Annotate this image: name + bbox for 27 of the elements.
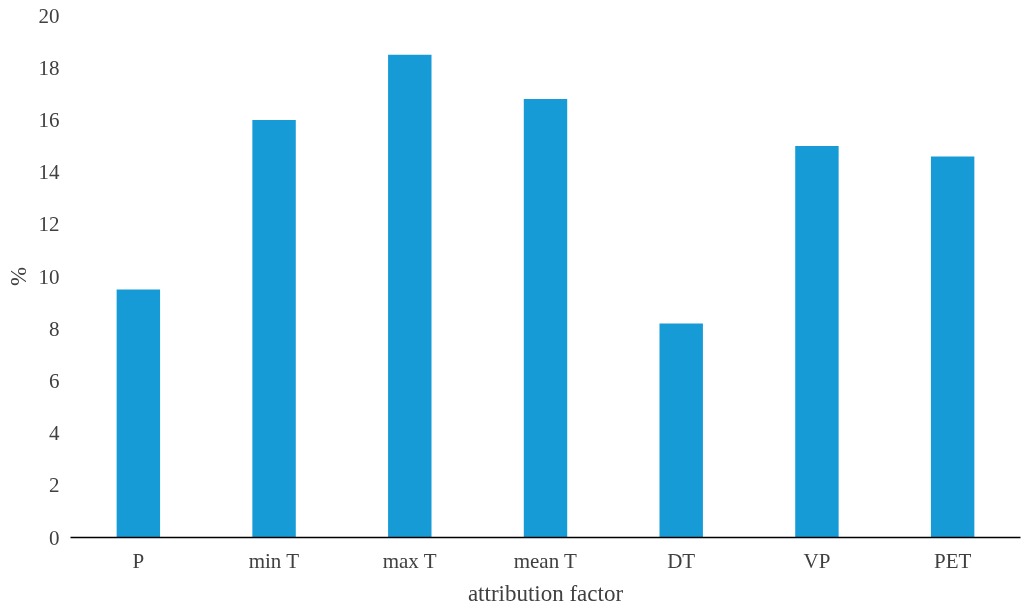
bar bbox=[659, 323, 703, 538]
y-tick-label: 18 bbox=[38, 55, 60, 80]
y-tick-label: 8 bbox=[49, 316, 60, 341]
y-tick-label: 6 bbox=[49, 368, 60, 393]
x-tick-label: mean T bbox=[513, 548, 578, 573]
bar bbox=[388, 54, 432, 538]
y-tick-label: 16 bbox=[38, 107, 60, 132]
y-tick-label: 10 bbox=[38, 264, 60, 289]
bar bbox=[523, 99, 568, 538]
y-tick-label: 12 bbox=[38, 212, 60, 237]
bar bbox=[930, 156, 975, 538]
x-tick-label: PET bbox=[933, 548, 972, 573]
y-tick-label: 0 bbox=[49, 525, 60, 550]
x-tick-label: max T bbox=[382, 548, 437, 573]
bar bbox=[116, 289, 161, 538]
y-tick-label: 14 bbox=[38, 160, 60, 185]
y-axis-title: % bbox=[5, 266, 31, 287]
bar bbox=[252, 119, 296, 538]
x-tick-label: DT bbox=[667, 548, 696, 573]
y-tick-label: 4 bbox=[49, 421, 60, 446]
bar bbox=[795, 146, 839, 538]
x-tick-label: P bbox=[132, 548, 145, 573]
x-tick-label: VP bbox=[803, 548, 831, 573]
x-tick-label: min T bbox=[248, 548, 300, 573]
y-tick-label: 20 bbox=[38, 3, 60, 28]
x-axis-title: attribution factor bbox=[467, 580, 624, 606]
y-tick-label: 2 bbox=[49, 473, 60, 498]
